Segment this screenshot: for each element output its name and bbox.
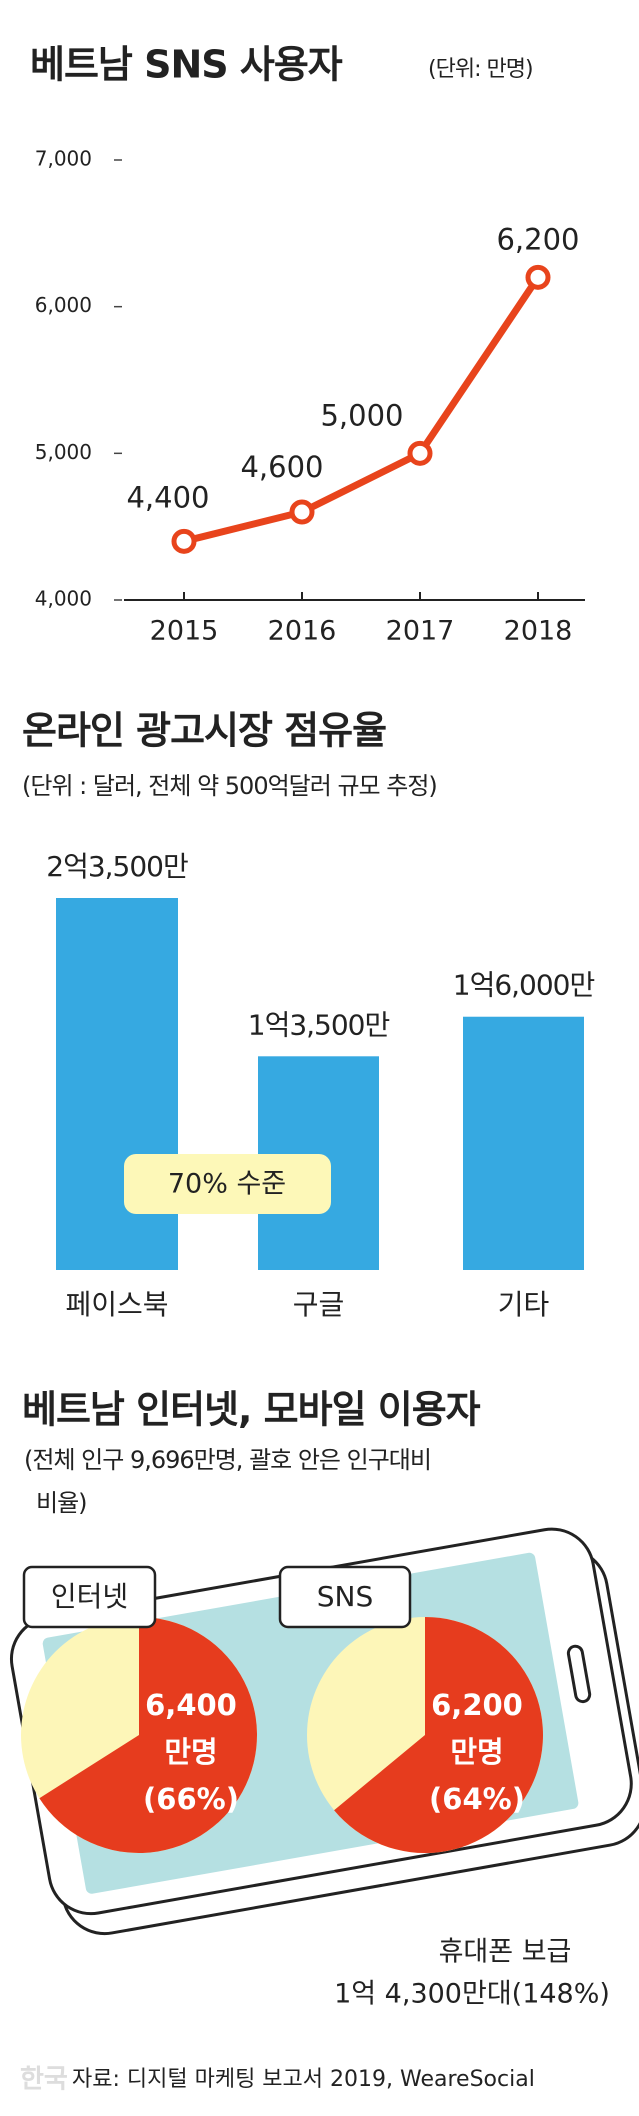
annotation: 휴대폰 보급 [439,1937,572,1968]
data-label: 1억6,000만 [453,969,595,1002]
data-label: 1억3,500만 [248,1008,390,1041]
chart-subtitle: (단위 : 달러, 전체 약 500억달러 규모 추정) [22,772,437,800]
legend-box [278,1565,412,1629]
x-tick-label: 구글 [293,1288,345,1321]
data-label: (66%) [143,1782,239,1816]
marker [171,528,197,554]
data-label: 2억3,500만 [46,850,188,883]
data-label: 6,200 [496,222,579,256]
marker [289,499,315,525]
watermark: 한국 [20,2065,68,2095]
chart-title: 베트남 SNS 사용자 [30,43,343,87]
data-label: (64%) [429,1782,525,1816]
marker [407,440,433,466]
legend-label: 인터넷 [51,1580,128,1613]
data-label: 4,400 [126,480,209,514]
pie-slice [39,1617,257,1853]
chart-subtitle: 비율) [36,1489,87,1517]
data-label: 만명 [164,1735,217,1769]
y-tick-label: 6,000 [35,293,92,317]
x-tick-label: 2015 [150,616,219,647]
x-tick-label: 페이스북 [65,1288,168,1321]
y-tick-label: 7,000 [35,147,92,171]
x-tick-label: 2017 [386,616,455,647]
annotation: 1억 4,300만대(148%) [334,1979,610,2010]
pie-slice [334,1617,543,1853]
legend-label: SNS [317,1580,374,1613]
annotation: 70% 수준 [168,1169,286,1200]
x-tick-label: 기타 [498,1288,550,1321]
data-label: 6,200 [431,1688,523,1722]
y-tick-label: 4,000 [35,587,92,611]
chart-subtitle: (전체 인구 9,696만명, 괄호 안은 인구대비 [24,1446,431,1474]
bar [463,1016,584,1270]
data-label: 6,400 [145,1688,237,1722]
x-tick-label: 2018 [504,616,573,647]
line [183,275,541,545]
source: 자료: 디지털 마케팅 보고서 2019, WeareSocial [72,2067,535,2092]
chart-title: 온라인 광고시장 점유율 [22,709,386,753]
chart-title: 베트남 인터넷, 모바일 이용자 [22,1388,481,1432]
y-tick-label: 5,000 [35,440,92,464]
data-label: 만명 [450,1735,503,1769]
x-tick-label: 2016 [268,616,337,647]
annotation-box [124,1154,331,1214]
marker [525,264,551,290]
data-label: 5,000 [320,398,403,432]
chart-subtitle: (단위: 만명) [428,57,533,82]
bar [56,898,178,1270]
legend-box [22,1565,157,1629]
data-label: 4,600 [240,450,323,484]
